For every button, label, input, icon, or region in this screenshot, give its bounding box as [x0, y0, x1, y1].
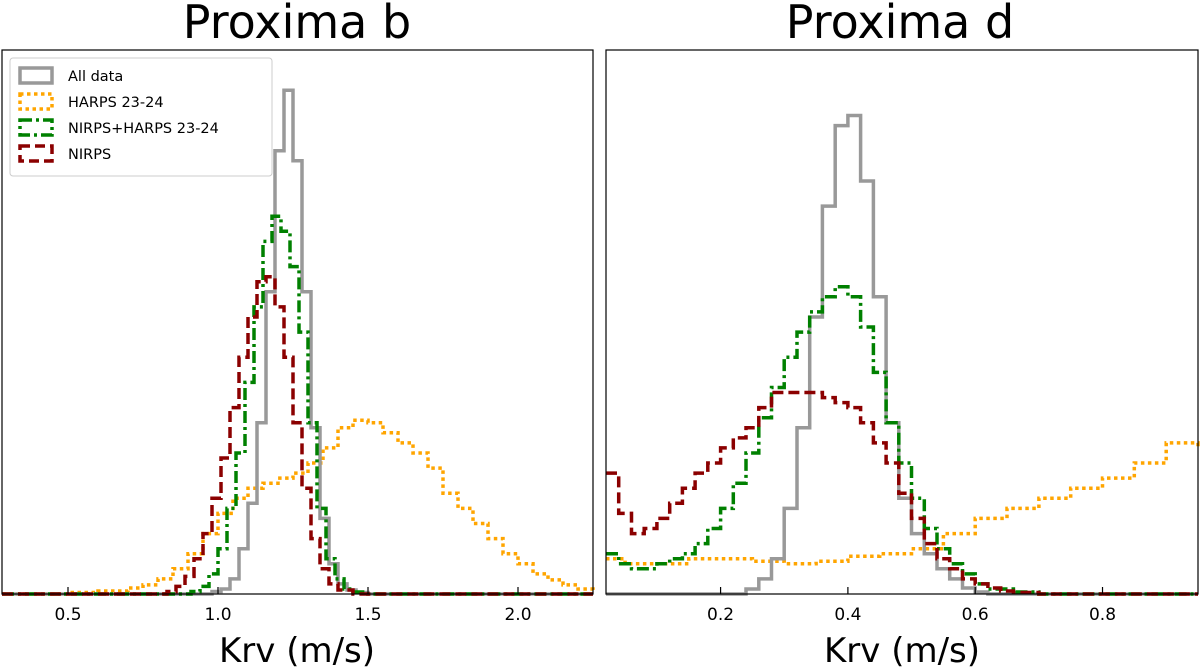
legend-label-harps: HARPS 23-24 [68, 95, 164, 111]
panel-title-proxima-d: Proxima d [786, 0, 1014, 49]
legend-label-nirps-harps: NIRPS+HARPS 23-24 [68, 121, 219, 137]
x-tick-label: 0.2 [707, 605, 734, 625]
x-ticks-proxima-d: 0.2 0.4 0.6 0.8 [707, 587, 1116, 625]
legend-entry-nirps: NIRPS [18, 144, 111, 163]
series-all-data-proxima-d [606, 113, 1198, 596]
legend-swatch-nirps-harps [18, 118, 54, 137]
legend-label-all-data: All data [68, 69, 123, 85]
legend-swatch-nirps [18, 144, 54, 163]
x-axis-label-proxima-b: Krv (m/s) [219, 631, 375, 670]
x-tick-label: 2.0 [504, 605, 531, 625]
series-nirps-proxima-b [2, 274, 593, 596]
legend-entry-all-data: All data [18, 66, 123, 85]
x-axis-label-proxima-d: Krv (m/s) [824, 631, 980, 670]
series-nirps-harps-23-24-proxima-b [2, 214, 593, 596]
plot-area-proxima-b [2, 88, 595, 596]
legend-entry-nirps-harps: NIRPS+HARPS 23-24 [18, 118, 219, 137]
axes-frame-proxima-b [1, 49, 594, 595]
legend-entry-harps: HARPS 23-24 [18, 92, 164, 111]
x-ticks-proxima-b: 0.5 1.0 1.5 2.0 [54, 587, 532, 625]
x-tick-label: 1.5 [354, 605, 381, 625]
series-harps-23-24-proxima-d [606, 441, 1200, 566]
legend-label-nirps: NIRPS [68, 147, 111, 163]
legend-swatch-harps [18, 92, 54, 111]
panel-proxima-d: Proxima d 0.2 0.4 0.6 0.8 Krv (m/s) [605, 0, 1200, 670]
axes-frame-proxima-d [605, 49, 1199, 595]
series-nirps-proxima-d [606, 390, 1198, 596]
legend: All data HARPS 23-24 NIRPS+HARPS 23-24 N… [9, 57, 273, 177]
x-tick-label: 1.0 [204, 605, 231, 625]
x-tick-label: 0.6 [962, 605, 989, 625]
series-nirps-harps-23-24-proxima-d [606, 284, 1198, 596]
legend-swatch-all-data [18, 66, 54, 85]
x-tick-label: 0.5 [54, 605, 81, 625]
panel-title-proxima-b: Proxima b [183, 0, 411, 49]
x-tick-label: 0.8 [1089, 605, 1116, 625]
legend-box [9, 57, 273, 177]
plot-area-proxima-d [606, 113, 1200, 596]
series-harps-23-24-proxima-b [2, 418, 595, 596]
x-tick-label: 0.4 [834, 605, 861, 625]
panel-proxima-b: Proxima b 0.5 1.0 1.5 2.0 Krv (m/s) All dat… [1, 0, 595, 670]
